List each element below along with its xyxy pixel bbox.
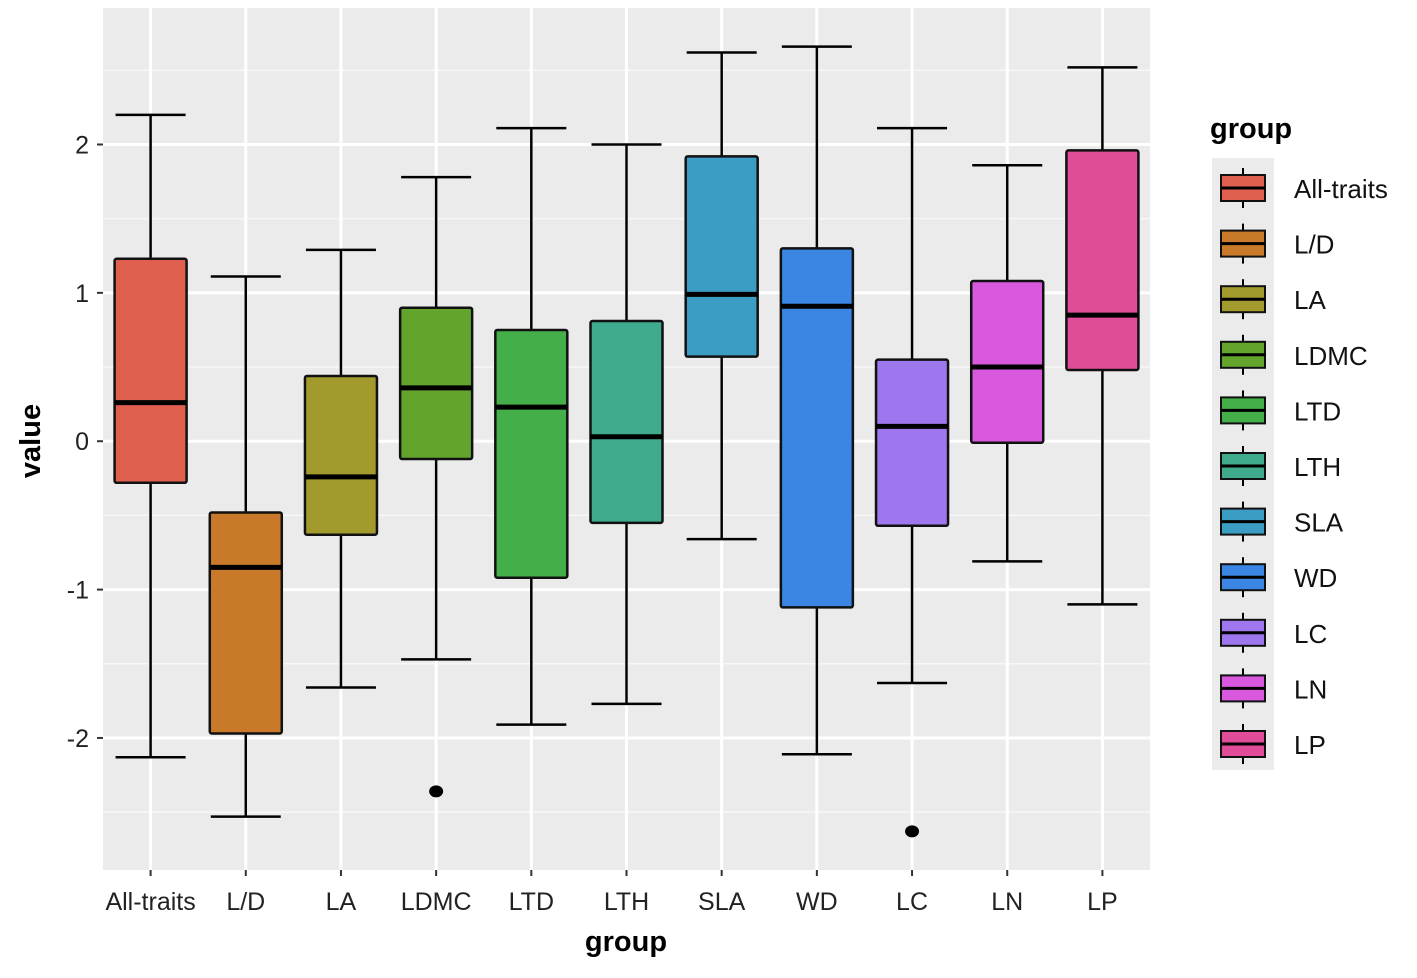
- box-ltd: [494, 126, 569, 726]
- legend-label: LC: [1294, 619, 1327, 649]
- box-ldmc: [398, 175, 474, 798]
- box-iqr: [398, 306, 474, 461]
- box-lc: [874, 126, 950, 838]
- legend-label: LTD: [1294, 396, 1341, 426]
- box-iqr: [494, 328, 569, 579]
- legend-item: L/D: [1220, 223, 1334, 264]
- legend-item: LTD: [1220, 390, 1341, 431]
- x-axis-title: group: [585, 926, 667, 958]
- box-iqr: [1065, 149, 1140, 372]
- legend-item: WD: [1220, 557, 1337, 598]
- legend-item: LC: [1220, 612, 1327, 653]
- y-tick-label: -2: [67, 725, 89, 753]
- x-tick-label: WD: [796, 888, 838, 916]
- y-tick-label: -1: [67, 577, 89, 605]
- box-iqr: [874, 358, 950, 528]
- box-iqr: [779, 247, 855, 609]
- y-axis: -2 -1 0 1 2: [67, 131, 103, 753]
- legend-item: LN: [1220, 668, 1327, 709]
- box-iqr: [303, 374, 379, 536]
- box-iqr: [589, 319, 664, 525]
- legend-label: LP: [1294, 730, 1326, 760]
- x-axis: All-traits L/D LA LDMC LTD LTH SLA WD LC LN LP: [105, 870, 1118, 916]
- x-tick-label: LA: [326, 888, 357, 916]
- box-la: [303, 248, 379, 689]
- legend-label: WD: [1294, 563, 1337, 593]
- legend-label: SLA: [1294, 508, 1344, 538]
- outlier-point: [905, 825, 920, 838]
- legend: group All-traits L/D LA LDMC LTD LTH SLA WD LC LN…: [1210, 113, 1388, 770]
- box-sla: [684, 51, 759, 541]
- legend-item: LDMC: [1220, 334, 1368, 375]
- box-iqr: [208, 511, 284, 735]
- legend-item: All-traits: [1220, 168, 1388, 208]
- box-iqr: [684, 155, 759, 358]
- box-ld: [208, 275, 284, 818]
- y-tick-label: 2: [75, 131, 89, 159]
- legend-item: LP: [1220, 724, 1326, 764]
- x-tick-label: L/D: [226, 888, 265, 916]
- x-tick-label: LN: [991, 888, 1023, 916]
- legend-item: LTH: [1220, 446, 1341, 486]
- y-tick-label: 1: [75, 280, 89, 308]
- box-lp: [1065, 66, 1140, 606]
- x-tick-label: All-traits: [105, 888, 195, 916]
- legend-item: SLA: [1220, 501, 1344, 542]
- x-tick-label: LP: [1087, 888, 1118, 916]
- boxes: [113, 45, 1140, 838]
- outlier-point: [429, 785, 444, 798]
- box-alltraits: [113, 113, 188, 759]
- box-lth: [589, 143, 664, 706]
- y-tick-label: 0: [75, 428, 89, 456]
- legend-title: group: [1210, 113, 1292, 145]
- box-ln: [969, 164, 1045, 563]
- legend-label: LDMC: [1294, 341, 1368, 371]
- x-tick-label: LDMC: [401, 888, 472, 916]
- box-wd: [779, 45, 855, 756]
- legend-label: LTH: [1294, 452, 1341, 482]
- x-tick-label: LTD: [509, 888, 554, 916]
- y-axis-title: value: [15, 404, 47, 478]
- legend-item: LA: [1220, 279, 1326, 320]
- box-iqr: [969, 279, 1045, 444]
- x-tick-label: LTH: [604, 888, 649, 916]
- x-tick-label: LC: [896, 888, 928, 916]
- legend-label: L/D: [1294, 230, 1334, 260]
- legend-label: LN: [1294, 674, 1327, 704]
- box-iqr: [113, 257, 188, 485]
- legend-label: All-traits: [1294, 174, 1388, 204]
- legend-label: LA: [1294, 285, 1326, 315]
- x-tick-label: SLA: [698, 888, 746, 916]
